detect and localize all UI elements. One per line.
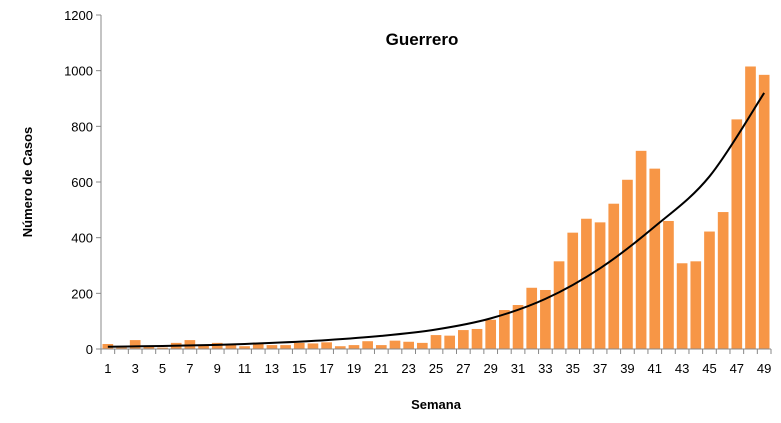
- bar-week-29: [485, 319, 497, 349]
- y-tick-label: 1000: [64, 64, 93, 79]
- x-tick-label: 31: [511, 361, 525, 376]
- bar-week-43: [676, 263, 688, 349]
- bar-week-28: [471, 328, 483, 349]
- bar-week-24: [416, 342, 428, 349]
- bar-week-35: [567, 232, 579, 349]
- bar-week-38: [608, 203, 620, 349]
- bar-week-11: [239, 346, 250, 349]
- bar-week-18: [334, 346, 346, 349]
- x-tick-label: 19: [347, 361, 361, 376]
- bar-week-40: [635, 150, 647, 349]
- bar-week-23: [403, 341, 414, 349]
- y-tick-label: 200: [71, 286, 93, 301]
- bar-week-36: [581, 218, 592, 349]
- bar-week-13: [266, 345, 278, 349]
- x-tick-label: 15: [292, 361, 306, 376]
- x-tick-label: 33: [538, 361, 552, 376]
- trendline-layer: [107, 92, 765, 348]
- bar-week-17: [321, 342, 332, 349]
- bar-week-20: [362, 341, 373, 349]
- x-tick-label: 5: [159, 361, 166, 376]
- x-tick-label: 25: [429, 361, 443, 376]
- bar-week-4: [143, 346, 155, 349]
- bar-week-49: [758, 74, 770, 349]
- bar-week-47: [731, 119, 743, 350]
- bar-week-26: [444, 335, 456, 349]
- x-tick-label: 43: [675, 361, 689, 376]
- x-tick-label: 3: [132, 361, 139, 376]
- bar-week-33: [540, 289, 551, 349]
- bar-week-5: [157, 347, 168, 349]
- y-tick-label: 0: [86, 342, 93, 357]
- y-tick-label: 800: [71, 119, 93, 134]
- bar-week-22: [389, 340, 401, 349]
- bar-week-1: [102, 343, 114, 349]
- bar-week-3: [129, 340, 141, 349]
- bar-week-14: [280, 345, 291, 349]
- x-tick-label: 47: [730, 361, 744, 376]
- bar-week-2: [116, 347, 127, 349]
- x-tick-label: 27: [456, 361, 470, 376]
- x-axis-ticks: 1 3 5 7 9 11 13 15 17 19 21 23 25 27 29 31 33 35 37 39 41 43 4…: [100, 349, 772, 376]
- bar-week-34: [553, 261, 565, 349]
- x-tick-label: 23: [401, 361, 415, 376]
- bar-week-10: [225, 343, 237, 349]
- y-tick-label: 400: [71, 231, 93, 246]
- bar-week-44: [690, 261, 702, 349]
- y-tick-label: 600: [71, 175, 93, 190]
- bar-week-15: [293, 342, 305, 349]
- bar-week-8: [198, 345, 209, 349]
- x-tick-label: 39: [620, 361, 634, 376]
- x-tick-label: 49: [757, 361, 771, 376]
- bar-week-32: [526, 287, 538, 349]
- y-axis-ticks: 0 200 400 600 800 1000 1200: [64, 8, 101, 357]
- y-tick-label: 1200: [64, 8, 93, 23]
- bar-week-16: [307, 343, 319, 349]
- bar-week-42: [663, 220, 674, 349]
- x-tick-label: 37: [593, 361, 607, 376]
- bar-week-12: [252, 342, 264, 349]
- bar-week-9: [211, 342, 223, 349]
- bar-week-46: [717, 212, 729, 349]
- bar-week-41: [649, 168, 661, 349]
- x-tick-label: 1: [104, 361, 111, 376]
- bar-week-30: [499, 310, 510, 349]
- x-axis-title: Semana: [411, 397, 462, 412]
- x-tick-label: 7: [186, 361, 193, 376]
- x-tick-label: 9: [214, 361, 221, 376]
- bar-week-48: [745, 66, 756, 350]
- x-tick-label: 29: [483, 361, 497, 376]
- bar-week-27: [458, 330, 469, 349]
- x-tick-label: 41: [648, 361, 662, 376]
- bar-week-45: [704, 231, 715, 349]
- bar-week-39: [622, 179, 633, 349]
- bar-week-19: [348, 345, 360, 349]
- bars: [102, 66, 770, 350]
- bar-week-31: [512, 305, 524, 349]
- bar-week-37: [594, 222, 606, 349]
- bar-week-25: [430, 335, 442, 349]
- y-axis-title: Número de Casos: [20, 127, 35, 238]
- trendline: [107, 92, 765, 348]
- x-tick-label: 21: [374, 361, 388, 376]
- bar-week-21: [375, 345, 387, 349]
- x-tick-label: 13: [265, 361, 279, 376]
- chart-title: Guerrero: [386, 30, 459, 49]
- x-tick-label: 11: [238, 361, 252, 376]
- x-tick-label: 17: [319, 361, 333, 376]
- x-tick-label: 45: [702, 361, 716, 376]
- x-tick-label: 35: [566, 361, 580, 376]
